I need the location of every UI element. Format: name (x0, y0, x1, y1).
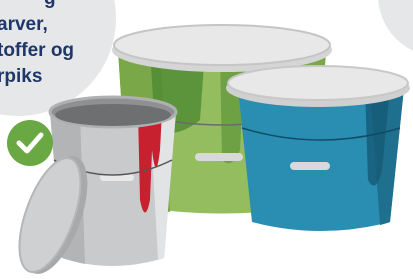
blue-bucket (226, 66, 410, 231)
check-icon (7, 120, 53, 166)
bubble-line: arver, (0, 14, 48, 35)
corner-bubble (378, 0, 413, 57)
bubble-line: toffer og (0, 40, 74, 61)
bubble-line: rpiks (0, 66, 42, 87)
illustration: g arver, toffer og rpiks (0, 0, 413, 279)
bubble-line: g (44, 0, 56, 9)
